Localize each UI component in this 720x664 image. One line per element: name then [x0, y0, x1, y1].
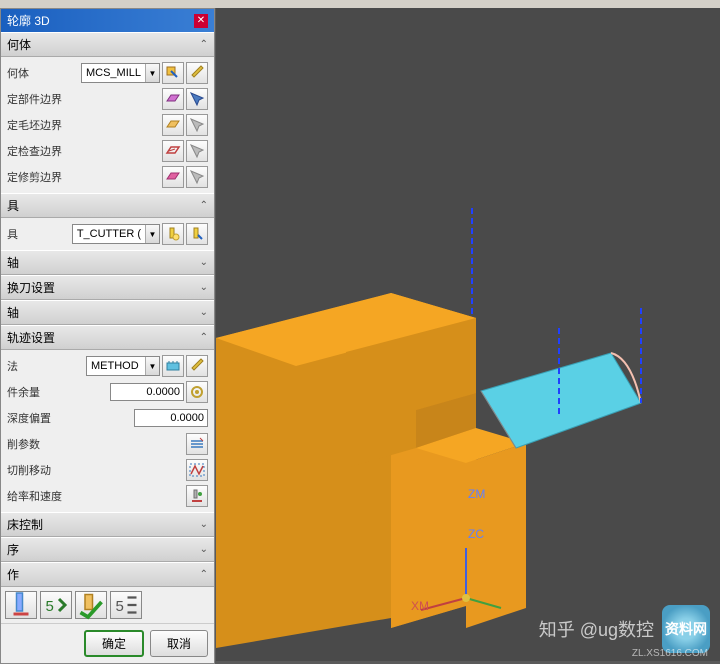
chevron-down-icon: ⌄	[200, 544, 208, 555]
chevron-down-icon: ▼	[145, 357, 159, 375]
tool-edit-icon[interactable]	[186, 223, 208, 245]
section-label: 作	[7, 566, 19, 583]
noncut-moves-icon[interactable]	[186, 459, 208, 481]
section-label: 轨迹设置	[7, 329, 55, 346]
chevron-up-icon: ⌃	[200, 200, 208, 211]
feeds-speeds-label: 给率和速度	[7, 488, 186, 504]
chevron-down-icon: ⌄	[200, 519, 208, 530]
geometry-label: 何体	[7, 65, 81, 81]
cancel-button[interactable]: 取消	[150, 630, 208, 657]
section-operation[interactable]: 作 ⌃	[1, 562, 214, 587]
section-geometry[interactable]: 何体 ⌃	[1, 32, 214, 57]
cut-params-icon[interactable]	[186, 433, 208, 455]
check-boundary-select-icon[interactable]	[186, 140, 208, 162]
blank-boundary-icon[interactable]	[162, 114, 184, 136]
check-boundary-label: 定检查边界	[7, 143, 162, 159]
part-boundary-label: 定部件边界	[7, 91, 162, 107]
close-icon[interactable]: ✕	[194, 14, 208, 28]
geometry-edit-icon[interactable]	[162, 62, 184, 84]
section-label: 具	[7, 197, 19, 214]
generate-icon[interactable]	[5, 591, 37, 619]
ok-button[interactable]: 确定	[84, 630, 144, 657]
section-label: 轴	[7, 304, 19, 321]
chevron-down-icon: ⌄	[200, 257, 208, 268]
chevron-up-icon: ⌃	[200, 569, 208, 580]
part-boundary-icon[interactable]	[162, 88, 184, 110]
section-label: 序	[7, 541, 19, 558]
3d-viewport[interactable]: XM ZM ZC 知乎 @ug数控 资料网 ZL.XS1616.COM	[216, 8, 720, 661]
zm-axis-label: ZM	[468, 487, 485, 501]
trim-boundary-label: 定修剪边界	[7, 169, 162, 185]
section-label: 床控制	[7, 516, 43, 533]
section-label: 何体	[7, 36, 31, 53]
zc-axis-label: ZC	[468, 527, 484, 541]
trim-boundary-select-icon[interactable]	[186, 166, 208, 188]
depth-offset-label: 深度偏置	[7, 410, 134, 426]
chevron-up-icon: ⌃	[200, 39, 208, 50]
section-tool-axis[interactable]: 轴 ⌄	[1, 250, 214, 275]
svg-text:5: 5	[116, 598, 124, 615]
section-label: 轴	[7, 254, 19, 271]
section-path-settings[interactable]: 轨迹设置 ⌃	[1, 325, 214, 350]
panel-title: 轮廓 3D	[7, 12, 50, 29]
geometry-combo[interactable]: MCS_MILL ▼	[81, 63, 160, 83]
noncut-moves-label: 切削移动	[7, 462, 186, 478]
method-wrench-icon[interactable]	[186, 355, 208, 377]
watermark-sub: ZL.XS1616.COM	[632, 648, 708, 659]
top-toolbar-strip	[0, 0, 720, 8]
list-icon[interactable]: 5	[110, 591, 142, 619]
check-boundary-icon[interactable]	[162, 140, 184, 162]
cut-params-label: 削参数	[7, 436, 186, 452]
section-program[interactable]: 序 ⌄	[1, 537, 214, 562]
replay-icon[interactable]: 5	[40, 591, 72, 619]
panel-title-bar: 轮廓 3D ✕	[1, 9, 214, 32]
contour-3d-panel: 轮廓 3D ✕ 何体 ⌃ 何体 MCS_MILL ▼ 定部件边界	[0, 8, 215, 664]
part-stock-input[interactable]	[110, 383, 184, 401]
chevron-down-icon: ⌄	[200, 282, 208, 293]
section-axis[interactable]: 轴 ⌄	[1, 300, 214, 325]
xm-axis-label: XM	[411, 599, 429, 613]
section-label: 换刀设置	[7, 279, 55, 296]
verify-icon[interactable]	[75, 591, 107, 619]
feeds-speeds-icon[interactable]	[186, 485, 208, 507]
chevron-down-icon: ⌄	[200, 307, 208, 318]
blank-boundary-select-icon[interactable]	[186, 114, 208, 136]
chevron-down-icon: ▼	[145, 225, 159, 243]
section-machine-control[interactable]: 床控制 ⌄	[1, 512, 214, 537]
part-boundary-select-icon[interactable]	[186, 88, 208, 110]
depth-offset-input[interactable]	[134, 409, 208, 427]
watermark: 知乎 @ug数控 资料网	[539, 605, 710, 653]
blank-boundary-label: 定毛坯边界	[7, 117, 162, 133]
svg-text:5: 5	[46, 598, 54, 615]
model-canvas: XM ZM ZC	[216, 8, 720, 661]
chevron-down-icon: ▼	[145, 64, 159, 82]
part-stock-label: 件余量	[7, 384, 110, 400]
trim-boundary-icon[interactable]	[162, 166, 184, 188]
tool-combo[interactable]: T_CUTTER ( ▼	[72, 224, 160, 244]
section-tool[interactable]: 具 ⌃	[1, 193, 214, 218]
dialog-buttons: 确定 取消	[1, 623, 214, 663]
tool-label: 具	[7, 226, 72, 242]
watermark-logo: 资料网	[662, 605, 710, 653]
tool-new-icon[interactable]	[162, 223, 184, 245]
method-view-icon[interactable]	[162, 355, 184, 377]
chevron-up-icon: ⌃	[200, 332, 208, 343]
action-toolbar: 5 5	[1, 587, 214, 623]
watermark-text: 知乎 @ug数控	[539, 616, 654, 642]
method-combo[interactable]: METHOD ▼	[86, 356, 160, 376]
inherit-icon[interactable]	[186, 381, 208, 403]
method-label: 法	[7, 358, 86, 374]
section-toolchange[interactable]: 换刀设置 ⌄	[1, 275, 214, 300]
wrench-icon[interactable]	[186, 62, 208, 84]
